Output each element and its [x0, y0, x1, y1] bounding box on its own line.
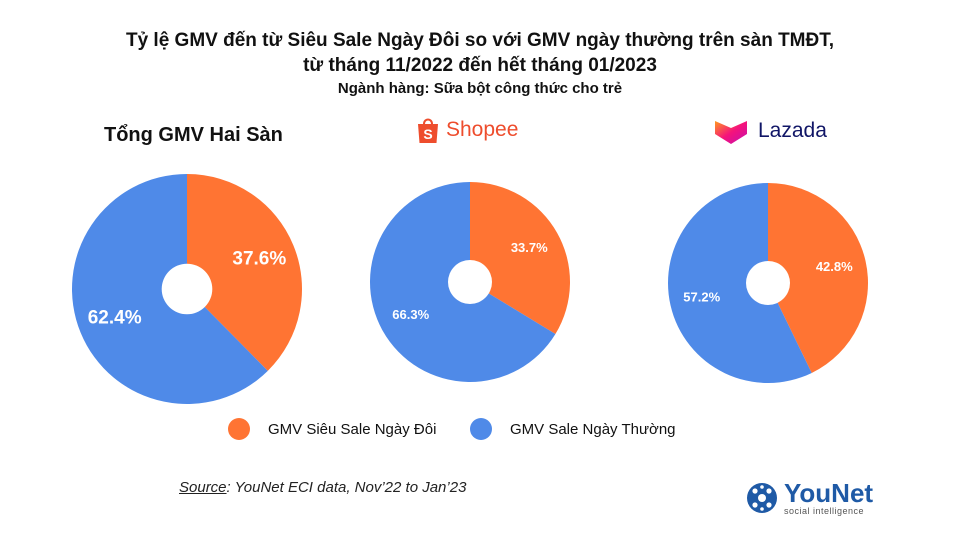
pie-center-hole: [161, 263, 213, 315]
source-text: : YouNet ECI data, Nov’22 to Jan’23: [226, 479, 467, 496]
lazada-label: Lazada: [758, 119, 827, 142]
pie-slice-normal-day: [668, 183, 812, 383]
legend-swatch-normal-day: [470, 418, 492, 440]
pie-slice-double-day: [470, 182, 570, 334]
pie-shopee: 33.7% 66.3%: [370, 182, 570, 382]
chart-subtitle: Ngành hàng: Sữa bột công thức cho trẻ: [337, 80, 623, 97]
pie-slice-double-day: [187, 174, 302, 371]
svg-text:S: S: [423, 126, 432, 142]
chart-title-line2: từ tháng 11/2022 đến hết tháng 01/2023: [303, 55, 657, 76]
chart-title: Tỷ lệ GMV đến từ Siêu Sale Ngày Đôi so v…: [125, 30, 835, 51]
pie-lazada: 42.8% 57.2%: [668, 183, 868, 383]
pie-data-label: 66.3%: [392, 307, 429, 322]
lazada-heart-icon: [715, 121, 747, 144]
pie-data-label: 62.4%: [88, 308, 142, 329]
lazada-logo: Lazada: [712, 116, 827, 146]
brand-tagline: social intelligence: [784, 506, 865, 516]
pie-data-label: 37.6%: [232, 248, 286, 269]
pie-data-label: 42.8%: [816, 259, 853, 274]
pie-center-hole: [448, 260, 492, 304]
legend-label-double-day: GMV Siêu Sale Ngày Đôi: [268, 420, 437, 438]
pie-data-label: 57.2%: [683, 290, 720, 305]
panel-label-total: Tổng GMV Hai Sàn: [104, 124, 283, 146]
pie-slice-double-day: [768, 183, 868, 373]
source-label: Source: [179, 479, 227, 496]
shopee-label: Shopee: [446, 118, 519, 141]
legend-swatch-double-day: [228, 418, 250, 440]
source-note: Source: YouNet ECI data, Nov’22 to Jan’2…: [179, 479, 466, 496]
legend-item-normal-day: GMV Sale Ngày Thường: [470, 418, 676, 440]
younet-logo: YouNet social intelligence: [746, 480, 873, 516]
pie-total: 37.6% 62.4%: [71, 174, 302, 404]
pie-center-hole: [746, 261, 790, 305]
pie-data-label: 33.7%: [511, 240, 548, 255]
shopee-logo: S Shopee: [416, 116, 518, 144]
legend-item-double-day: GMV Siêu Sale Ngày Đôi: [228, 418, 436, 440]
brand-name: YouNet: [784, 478, 874, 508]
legend-label-normal-day: GMV Sale Ngày Thường: [510, 420, 676, 438]
shopee-bag-icon: S: [418, 118, 438, 143]
younet-logo-icon: [747, 483, 777, 513]
